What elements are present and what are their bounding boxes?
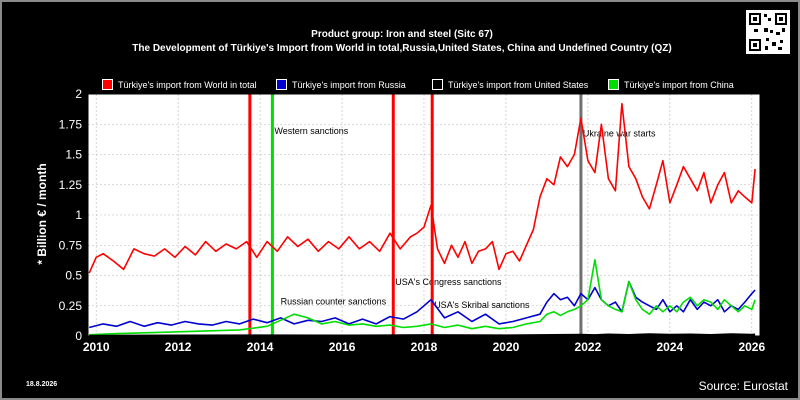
y-tick-label: 0.75 bbox=[59, 238, 83, 252]
plot-border bbox=[87, 93, 761, 337]
print-date: 18.8.2026 bbox=[26, 381, 58, 388]
series-line-world bbox=[88, 102, 756, 274]
event-label-3: USA's Skribal sanctions bbox=[434, 300, 530, 310]
legend-item-russia: Türkiye's import from Russia bbox=[276, 79, 406, 90]
y-tick-label: 1.25 bbox=[59, 178, 83, 192]
legend-label: Türkiye's import from United States bbox=[448, 79, 589, 90]
legend-item-world: Türkiye's import from World in total bbox=[102, 79, 257, 90]
legend-label: Türkiye's import from World in total bbox=[118, 79, 257, 90]
chart-title-line2: The Development of Türkiye's Import from… bbox=[132, 43, 672, 54]
x-tick-label: 2026 bbox=[738, 340, 765, 354]
event-label-2: USA's Congress sanctions bbox=[395, 277, 502, 287]
legend-label: Türkiye's import from China bbox=[624, 79, 734, 90]
y-tick-label: 1 bbox=[75, 208, 82, 222]
y-tick-label: 0.5 bbox=[65, 269, 82, 283]
legend-item-china: Türkiye's import from China bbox=[608, 79, 734, 90]
legend-item-usa: Türkiye's import from United States bbox=[432, 79, 588, 90]
x-tick-label: 2016 bbox=[329, 340, 356, 354]
y-tick-label: 1.5 bbox=[65, 148, 82, 162]
y-axis-label: * Billion € / month bbox=[35, 163, 49, 265]
series-line-china bbox=[89, 258, 756, 336]
x-tick-label: 2020 bbox=[493, 340, 520, 354]
y-tick-label: 2 bbox=[75, 87, 82, 101]
event-label-1: Western sanctions bbox=[274, 126, 348, 136]
x-tick-label: 2010 bbox=[83, 340, 110, 354]
chart-title-line1: Product group: Iron and steel (Sitc 67) bbox=[311, 29, 493, 40]
x-tick-label: 2024 bbox=[657, 340, 684, 354]
legend-swatch bbox=[276, 79, 287, 90]
y-tick-label: 0.25 bbox=[59, 299, 83, 313]
x-tick-label: 2018 bbox=[411, 340, 438, 354]
source-label: Source: Eurostat bbox=[698, 379, 788, 393]
x-tick-label: 2014 bbox=[247, 340, 274, 354]
series-line-russia bbox=[89, 280, 756, 329]
y-tick-label: 1.75 bbox=[59, 117, 83, 131]
legend-swatch bbox=[102, 79, 113, 90]
legend-swatch bbox=[432, 79, 443, 90]
y-tick-label: 0 bbox=[75, 329, 82, 343]
x-tick-label: 2012 bbox=[165, 340, 192, 354]
legend-swatch bbox=[608, 79, 619, 90]
qr-code-icon bbox=[746, 10, 790, 54]
x-tick-label: 2022 bbox=[575, 340, 602, 354]
chart-legend: Türkiye's import from World in total Türk… bbox=[102, 78, 762, 94]
legend-label: Türkiye's import from Russia bbox=[292, 79, 406, 90]
annotation-0: Russian counter sanctions bbox=[281, 297, 387, 307]
